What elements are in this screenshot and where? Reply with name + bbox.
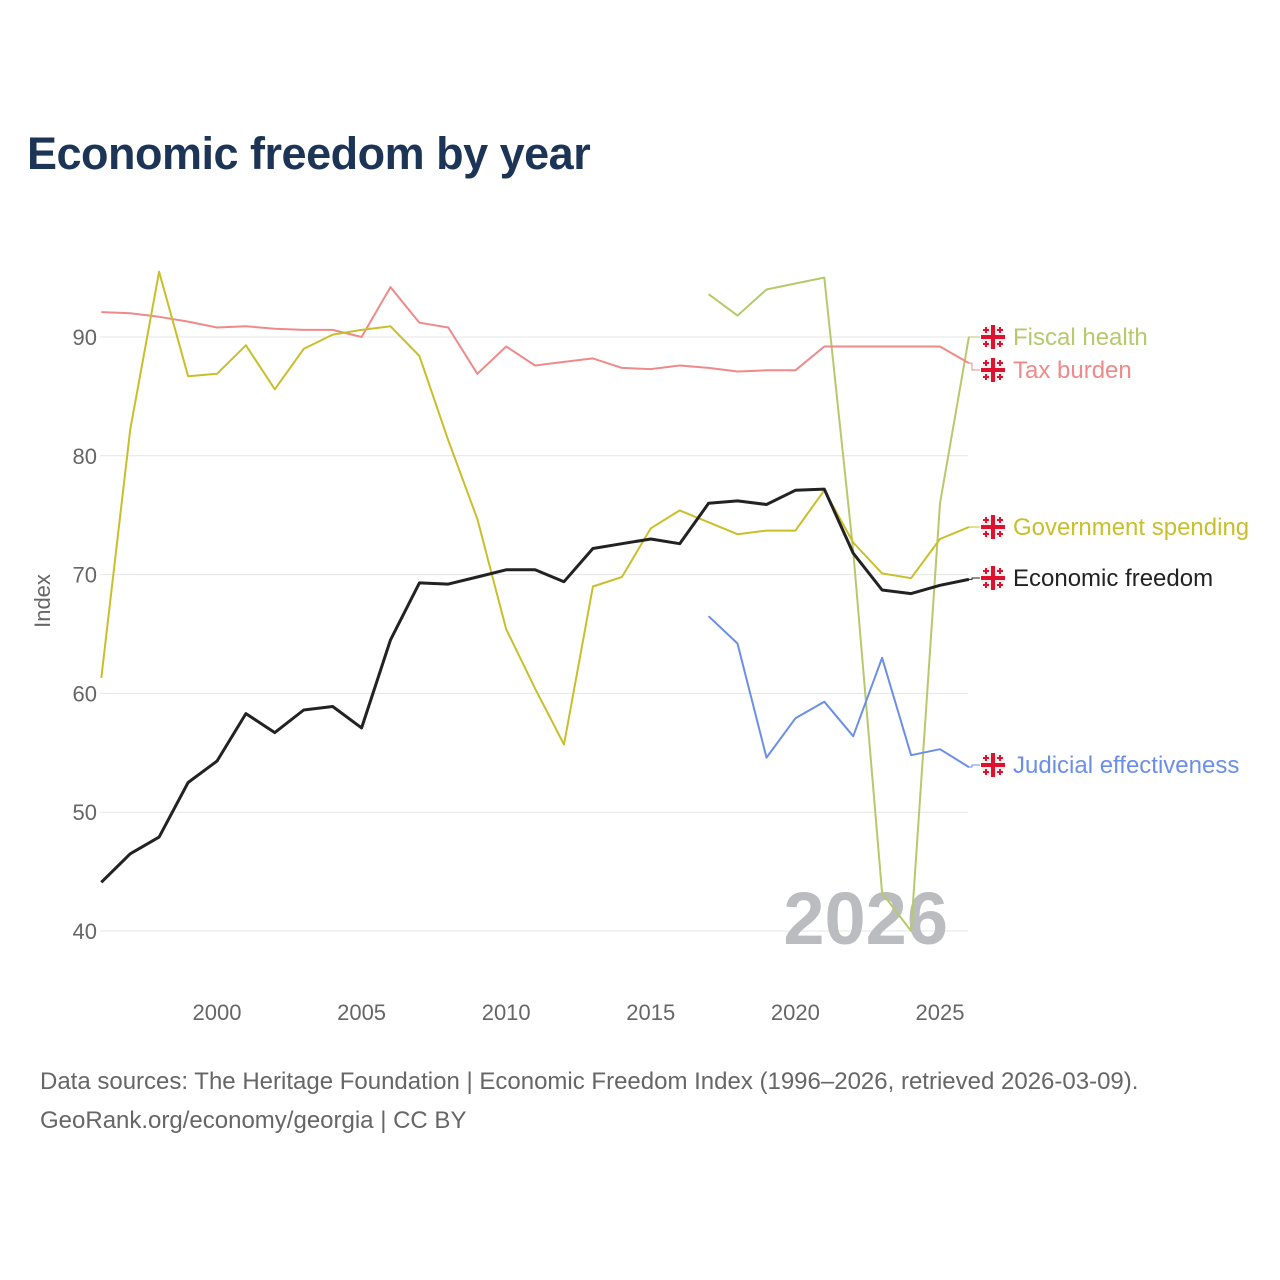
series-economic-freedom: Economic freedom xyxy=(100,487,1213,884)
series-label: Economic freedom xyxy=(1013,565,1213,592)
flag-cross-v xyxy=(991,566,995,590)
series-line xyxy=(100,487,970,884)
y-tick-label: 90 xyxy=(73,325,97,350)
flag-small-cross xyxy=(985,327,987,333)
flag-small-cross xyxy=(999,769,1001,775)
series-judicial-effectiveness: Judicial effectiveness xyxy=(707,615,1239,779)
flag-cross-v xyxy=(991,358,995,382)
x-tick-label: 2005 xyxy=(337,1000,386,1025)
y-tick-label: 70 xyxy=(73,563,97,588)
flag-small-cross xyxy=(999,531,1001,537)
series-label: Judicial effectiveness xyxy=(1013,752,1239,779)
flag-small-cross xyxy=(999,755,1001,761)
chart-title: Economic freedom by year xyxy=(27,128,591,179)
georgia-flag-icon xyxy=(981,358,1005,382)
y-tick-label: 50 xyxy=(73,800,97,825)
y-axis-label: Index xyxy=(30,574,55,628)
flag-cross-v xyxy=(991,325,995,349)
series-label: Fiscal health xyxy=(1013,324,1148,351)
flag-small-cross xyxy=(985,341,987,347)
flag-small-cross xyxy=(999,517,1001,523)
georgia-flag-icon xyxy=(981,515,1005,539)
x-tick-label: 2010 xyxy=(482,1000,531,1025)
x-tick-label: 2000 xyxy=(193,1000,242,1025)
x-tick-label: 2020 xyxy=(771,1000,820,1025)
series-line xyxy=(707,615,970,768)
label-connector xyxy=(968,577,980,580)
flag-small-cross xyxy=(985,374,987,380)
label-connector xyxy=(968,764,980,768)
footer-sources: Data sources: The Heritage Foundation | … xyxy=(40,1068,1139,1095)
label-connector xyxy=(968,362,980,371)
flag-small-cross xyxy=(985,769,987,775)
series-line xyxy=(708,276,970,932)
flag-small-cross xyxy=(985,755,987,761)
georgia-flag-icon xyxy=(981,753,1005,777)
flag-small-cross xyxy=(985,582,987,588)
series-fiscal-health: Fiscal health xyxy=(708,276,1148,932)
y-tick-label: 60 xyxy=(73,681,97,706)
series-line xyxy=(101,286,970,375)
flag-small-cross xyxy=(999,327,1001,333)
x-tick-label: 2015 xyxy=(626,1000,675,1025)
flag-small-cross xyxy=(985,568,987,574)
series-label: Government spending xyxy=(1013,514,1249,541)
flag-cross-v xyxy=(991,753,995,777)
flag-small-cross xyxy=(985,531,987,537)
flag-small-cross xyxy=(999,568,1001,574)
y-tick-label: 80 xyxy=(73,444,97,469)
series-tax-burden: Tax burden xyxy=(101,286,1132,384)
georgia-flag-icon xyxy=(981,325,1005,349)
y-tick-label: 40 xyxy=(73,919,97,944)
flag-small-cross xyxy=(985,360,987,366)
flag-small-cross xyxy=(999,341,1001,347)
series-label: Tax burden xyxy=(1013,357,1132,384)
year-watermark: 2026 xyxy=(783,877,948,960)
series-line xyxy=(100,270,970,746)
flag-cross-v xyxy=(991,515,995,539)
x-tick-label: 2025 xyxy=(916,1000,965,1025)
flag-small-cross xyxy=(999,582,1001,588)
flag-small-cross xyxy=(999,360,1001,366)
flag-small-cross xyxy=(985,517,987,523)
footer-credit: GeoRank.org/economy/georgia | CC BY xyxy=(40,1107,467,1134)
flag-small-cross xyxy=(999,374,1001,380)
georgia-flag-icon xyxy=(981,566,1005,590)
